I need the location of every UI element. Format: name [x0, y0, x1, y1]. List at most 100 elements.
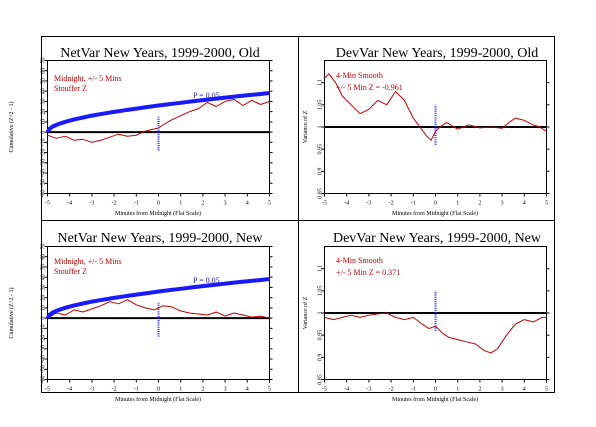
panel-devvar-old: DevVar New Years, 1999-2000, Old -5 -4 -3 -… — [302, 46, 550, 217]
y-tick-label: -20 — [41, 335, 47, 343]
y-tick-label: 0 — [41, 131, 47, 134]
panel-netvar-new: NetVar New Years, 1999-2000, New -5 -4 -3 -… — [8, 231, 273, 403]
x-tick-label: -5 — [45, 387, 50, 393]
annotation-midnight-window: Midnight, +/- 5 Mins — [54, 74, 122, 83]
x-tick-label: -1 — [411, 201, 416, 207]
x-tick-label: 5 — [268, 387, 271, 393]
y-tick-label: 0.85 — [318, 374, 324, 385]
y-tick-label: 1 — [318, 312, 324, 315]
y-tick-label: 0.95 — [318, 144, 324, 155]
y-tick-label: 50 — [41, 78, 47, 84]
y-tick-label: 30 — [41, 284, 47, 290]
x-tick-label: 2 — [478, 201, 481, 207]
x-tick-label: 3 — [224, 201, 227, 207]
x-tick-label: -2 — [112, 201, 117, 207]
annotation-p-value: P = 0.05 — [193, 91, 220, 100]
y-tick-label: 10 — [41, 119, 47, 125]
x-tick-label: -2 — [389, 201, 394, 207]
y-tick-label: 60 — [41, 254, 47, 260]
y-tick-label: 50 — [41, 264, 47, 270]
y-tick-label: -40 — [41, 355, 47, 363]
y-tick-label: 40 — [41, 274, 47, 280]
chart-title: DevVar New Years, 1999-2000, Old — [336, 46, 539, 61]
y-tick-label: -50 — [41, 365, 47, 373]
annotation-smoothing: 4-Min Smooth — [336, 71, 383, 80]
x-tick-label: -5 — [45, 201, 50, 207]
y-tick-label: -40 — [41, 169, 47, 177]
x-tick-label: -3 — [366, 201, 371, 207]
y-tick-label: 70 — [41, 244, 47, 250]
x-tick-label: 4 — [523, 201, 526, 207]
x-axis-label: Minutes from Midnight (Flat Scale) — [392, 210, 478, 217]
x-tick-label: -5 — [322, 201, 327, 207]
x-tick-label: 1 — [179, 201, 182, 207]
y-tick-label: 0.85 — [318, 188, 324, 199]
y-tick-label: 1 — [318, 126, 324, 129]
x-tick-label: 4 — [523, 387, 526, 393]
annotation-z-score: +/- 5 Min Z = -0.961 — [336, 83, 403, 92]
y-tick-label: 10 — [41, 305, 47, 311]
chart-title: DevVar New Years, 1999-2000, New — [333, 231, 542, 246]
x-tick-label: -5 — [322, 387, 327, 393]
annotation-midnight-window: Midnight, +/- 5 Mins — [54, 257, 122, 266]
chart-title: NetVar New Years, 1999-2000, New — [58, 231, 264, 246]
x-tick-label: -4 — [67, 387, 72, 393]
y-tick-label: 20 — [41, 295, 47, 301]
x-axis-label: Minutes from Midnight (Flat Scale) — [392, 396, 478, 403]
x-tick-label: 4 — [246, 387, 249, 393]
y-tick-label: -30 — [41, 345, 47, 353]
y-tick-label: -30 — [41, 159, 47, 167]
x-tick-label: -2 — [112, 387, 117, 393]
x-tick-label: -4 — [67, 201, 72, 207]
annotation-z-score: +/- 5 Min Z = 0.371 — [336, 268, 400, 277]
y-tick-label: 1.1 — [318, 79, 324, 87]
y-tick-label: 30 — [41, 98, 47, 104]
annotation-p-value: P = 0.05 — [193, 276, 220, 285]
x-tick-label: 5 — [268, 201, 271, 207]
x-axis-label: Minutes from Midnight (Flat Scale) — [115, 396, 201, 403]
panel-netvar-old: NetVar New Years, 1999-2000, Old -5 -4 -3 -… — [8, 46, 273, 217]
p05-envelope-line — [45, 277, 270, 320]
y-tick-label: 1.05 — [318, 286, 324, 297]
y-tick-label: 0 — [41, 317, 47, 320]
y-axis-label: Variance of Z — [302, 296, 309, 329]
x-tick-label: -4 — [344, 387, 349, 393]
x-tick-label: 0 — [157, 387, 160, 393]
x-tick-label: -2 — [389, 387, 394, 393]
p05-envelope-line — [45, 91, 270, 134]
x-tick-label: 5 — [545, 201, 548, 207]
x-tick-label: 2 — [201, 201, 204, 207]
y-axis-label: Variance of Z — [302, 110, 309, 143]
x-tick-label: 2 — [478, 387, 481, 393]
data-series-line — [324, 312, 547, 354]
y-tick-label: -60 — [41, 376, 47, 384]
y-tick-label: -10 — [41, 138, 47, 146]
x-tick-label: 1 — [179, 387, 182, 393]
y-tick-label: 60 — [41, 68, 47, 74]
x-tick-label: 3 — [501, 201, 504, 207]
y-axis-label: Cumulative (Z^2 - 1) — [8, 288, 15, 339]
x-tick-label: 4 — [246, 201, 249, 207]
y-tick-label: 70 — [41, 58, 47, 64]
y-axis-label: Cumulative (Z^2 - 1) — [8, 102, 15, 153]
x-tick-label: 0 — [434, 201, 437, 207]
annotation-stouffer-z: Stouffer Z — [54, 267, 87, 276]
y-tick-label: 20 — [41, 109, 47, 115]
x-tick-label: 0 — [157, 201, 160, 207]
panel-devvar-new: DevVar New Years, 1999-2000, New -5 -4 -3 -… — [302, 231, 550, 403]
x-tick-label: 1 — [456, 201, 459, 207]
y-tick-label: -10 — [41, 324, 47, 332]
x-tick-label: 3 — [501, 387, 504, 393]
x-tick-label: 0 — [434, 387, 437, 393]
x-tick-label: -3 — [89, 387, 94, 393]
x-tick-label: -1 — [411, 387, 416, 393]
y-tick-label: 1.1 — [318, 265, 324, 273]
x-tick-label: -1 — [134, 201, 139, 207]
annotation-smoothing: 4-Min Smooth — [336, 256, 383, 265]
x-tick-label: -4 — [344, 201, 349, 207]
y-tick-label: -50 — [41, 179, 47, 187]
y-tick-label: 0.9 — [318, 168, 324, 176]
x-tick-label: 3 — [224, 387, 227, 393]
data-series-line — [324, 73, 547, 141]
